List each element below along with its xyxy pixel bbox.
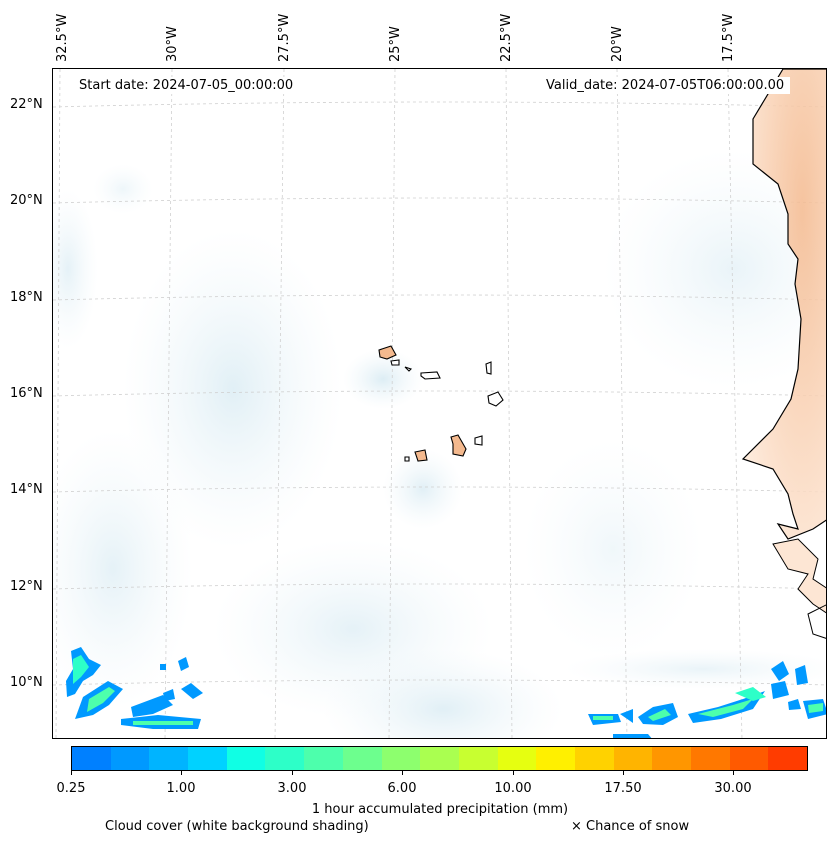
valid-date-label: Valid_date: 2024-07-05T06:00:00.00 <box>540 77 791 94</box>
lat-label-10n: 10°N <box>10 675 43 690</box>
cb-tickmark <box>733 771 734 775</box>
colorbar-segment <box>72 747 111 770</box>
colorbar-segment <box>188 747 227 770</box>
cloud-cover-note: Cloud cover (white background shading) <box>105 819 369 834</box>
cb-tick-label: 1.00 <box>166 781 196 796</box>
precipitation-areas <box>66 647 826 738</box>
lon-label-25w: 25°W <box>388 26 403 62</box>
start-date-label: Start date: 2024-07-05_00:00:00 <box>73 77 300 94</box>
cb-tick-label: 0.25 <box>56 781 86 796</box>
lon-label-32-5w: 32.5°W <box>55 13 70 62</box>
lat-label-14n: 14°N <box>10 482 43 497</box>
precipitation-colorbar <box>71 746 808 771</box>
lon-label-17-5w: 17.5°W <box>721 13 736 62</box>
lon-label-30w: 30°W <box>165 26 180 62</box>
lat-label-18n: 18°N <box>10 290 43 305</box>
colorbar-segment <box>265 747 305 770</box>
colorbar-segment <box>574 747 614 770</box>
lat-label-12n: 12°N <box>10 579 43 594</box>
lat-label-16n: 16°N <box>10 386 43 401</box>
graticule <box>53 69 826 738</box>
colorbar-segment <box>768 747 808 770</box>
cb-tickmark <box>623 771 624 775</box>
cb-tick-label: 30.00 <box>714 781 752 796</box>
colorbar-segment <box>613 747 653 770</box>
cb-tick-label: 10.00 <box>494 781 532 796</box>
colorbar-segment <box>691 747 730 770</box>
snow-note: × Chance of snow <box>571 819 690 834</box>
cb-tickmark <box>181 771 182 775</box>
lat-label-22n: 22°N <box>10 97 43 112</box>
colorbar-segment <box>342 747 382 770</box>
colorbar-segment <box>304 747 343 770</box>
cb-tick-label: 17.50 <box>604 781 642 796</box>
colorbar-segment <box>458 747 498 770</box>
cb-tickmark <box>402 771 403 775</box>
lat-label-20n: 20°N <box>10 193 43 208</box>
cape-verde-islands <box>378 345 504 462</box>
lon-label-20w: 20°W <box>610 26 625 62</box>
colorbar-segment <box>536 747 575 770</box>
colorbar-segment <box>497 747 537 770</box>
colorbar-segment <box>652 747 691 770</box>
cb-tickmark <box>292 771 293 775</box>
colorbar-segment <box>110 747 150 770</box>
africa-landmass <box>741 69 826 639</box>
cb-tickmark <box>513 771 514 775</box>
cb-tick-label: 6.00 <box>387 781 417 796</box>
map-canvas <box>53 69 826 738</box>
lon-label-22-5w: 22.5°W <box>499 13 514 62</box>
colorbar-segment <box>729 747 769 770</box>
precipitation-map[interactable]: Start date: 2024-07-05_00:00:00 Valid_da… <box>52 68 827 739</box>
cb-tickmark <box>71 771 72 775</box>
lon-label-27-5w: 27.5°W <box>277 13 292 62</box>
colorbar-segment <box>420 747 459 770</box>
colorbar-title: 1 hour accumulated precipitation (mm) <box>311 802 569 817</box>
colorbar-segment <box>226 747 266 770</box>
colorbar-segment <box>149 747 189 770</box>
colorbar-segment <box>381 747 421 770</box>
cb-tick-label: 3.00 <box>277 781 307 796</box>
cloud-cover-shading <box>53 149 826 738</box>
